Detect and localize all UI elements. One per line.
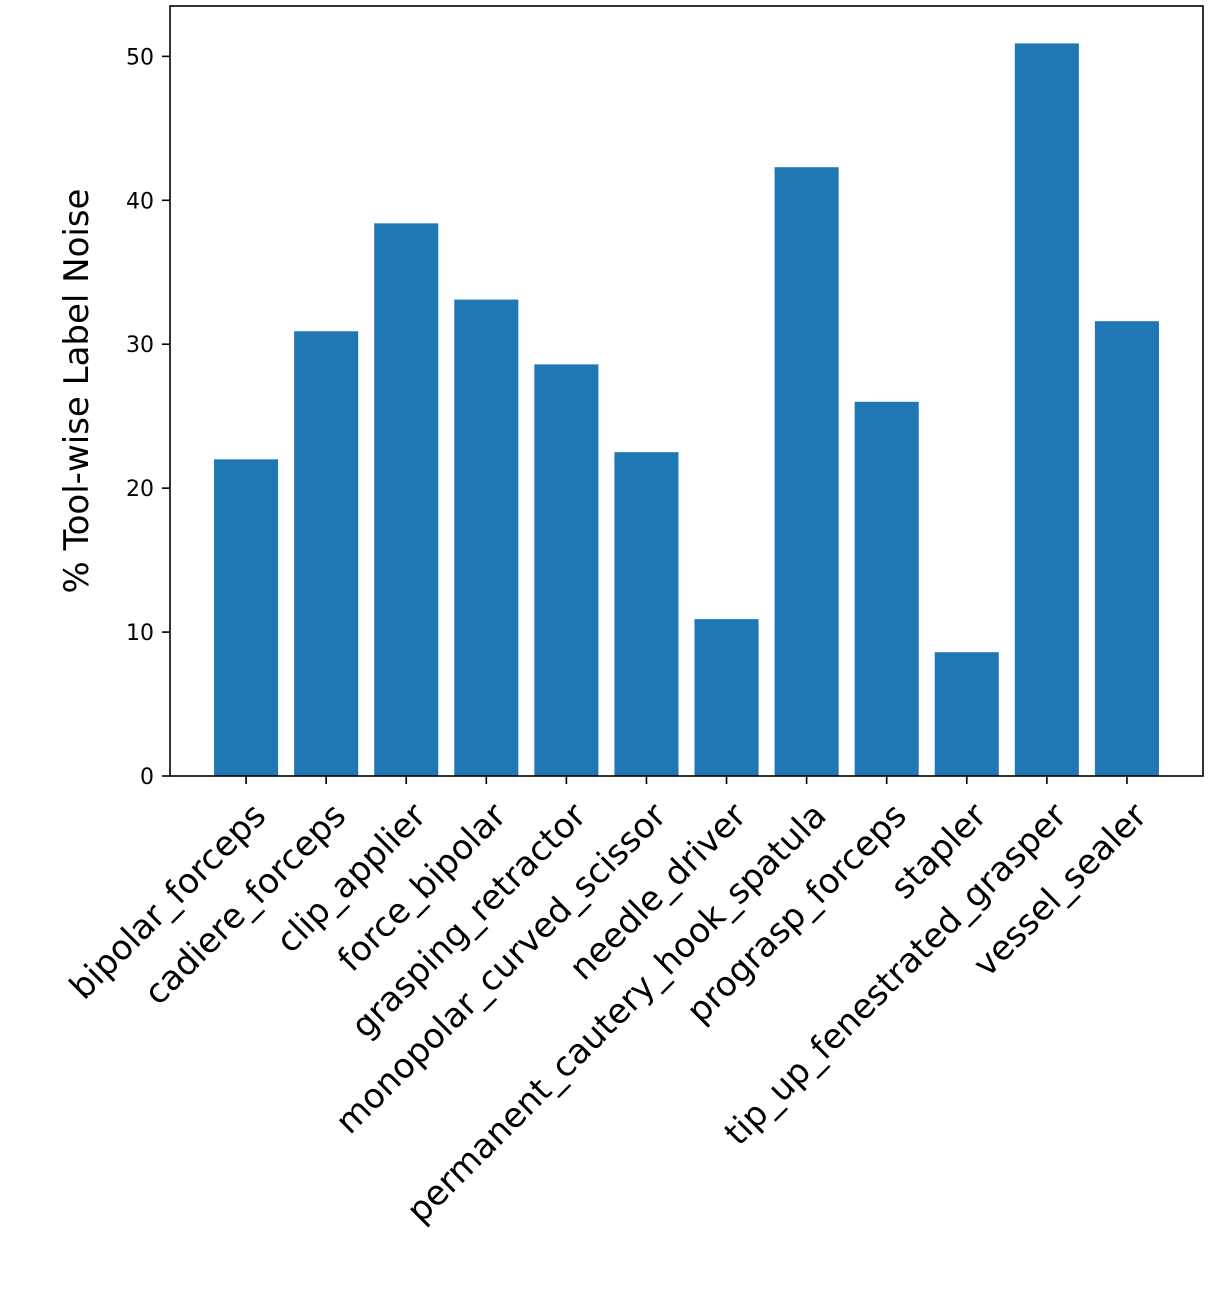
- bar-bipolar-forceps: [214, 459, 279, 776]
- bar-tip-up-fenestrated-grasper: [1014, 43, 1079, 777]
- bar-permanent-cautery-hook-spatula: [774, 167, 839, 776]
- bar-prograsp-forceps: [854, 401, 919, 776]
- y-tick-label: 10: [126, 621, 154, 646]
- bar-grasping-retractor: [534, 364, 599, 776]
- y-axis-title: % Tool-wise Label Noise: [57, 189, 97, 594]
- y-tick-label: 40: [126, 189, 154, 214]
- bar-needle-driver: [694, 619, 759, 776]
- y-tick-label: 30: [126, 333, 154, 358]
- bar-clip-applier: [374, 223, 439, 776]
- y-tick-label: 50: [126, 45, 154, 70]
- bar-cadiere-forceps: [294, 331, 359, 776]
- plot-frame: [169, 5, 1204, 777]
- bars-layer: [214, 43, 1159, 777]
- bar-force-bipolar: [454, 299, 519, 776]
- y-tick-label: 20: [126, 477, 154, 502]
- y-tick-label: 0: [140, 765, 154, 790]
- x-axis: bipolar_forcepscadiere_forcepsclip_appli…: [62, 776, 1155, 1231]
- bar-stapler: [934, 652, 999, 776]
- y-axis: 0 10 20 30 40 50: [126, 45, 170, 790]
- bar-monopolar-curved-scissor: [614, 452, 679, 776]
- bar-vessel-sealer: [1094, 321, 1159, 776]
